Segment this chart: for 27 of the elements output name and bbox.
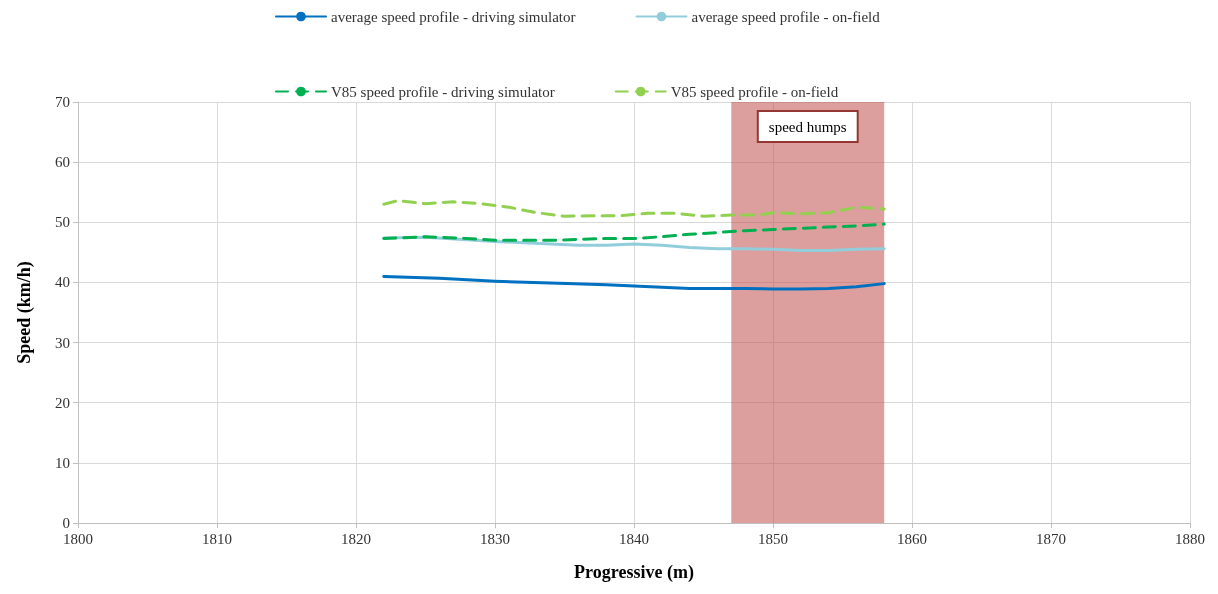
- y-tick-label: 20: [55, 394, 70, 411]
- x-tick-label: 1830: [480, 530, 510, 547]
- y-tick-label: 60: [55, 154, 70, 171]
- line-series: [382, 199, 886, 218]
- line-series: [382, 222, 886, 242]
- y-tick-label: 40: [55, 274, 70, 291]
- y-axis-title: Speed (km/h): [14, 261, 35, 364]
- y-tick-label: 50: [55, 214, 70, 231]
- y-tick-label: 70: [55, 94, 70, 110]
- legend-label: average speed profile - driving simulator: [331, 8, 576, 25]
- legend-label: V85 speed profile - on-field: [670, 83, 839, 100]
- legend-label: average speed profile - on-field: [691, 8, 881, 25]
- band-label: speed humps: [768, 118, 847, 135]
- x-tick-label: 1840: [619, 530, 649, 547]
- y-tick-label: 0: [62, 515, 70, 531]
- x-tick-label: 1800: [63, 530, 93, 547]
- x-axis-title: Progressive (m): [574, 562, 694, 583]
- x-tick-label: 1850: [758, 530, 788, 547]
- x-tick-label: 1820: [341, 530, 371, 547]
- x-tick-label: 1870: [1036, 530, 1066, 547]
- y-tick-label: 30: [55, 334, 70, 351]
- y-tick-label: 10: [55, 454, 70, 471]
- legend-label: V85 speed profile - driving simulator: [331, 83, 555, 100]
- x-tick-label: 1860: [897, 530, 927, 547]
- line-series: [382, 274, 886, 291]
- x-tick-label: 1810: [202, 530, 232, 547]
- x-tick-label: 1880: [1175, 530, 1205, 547]
